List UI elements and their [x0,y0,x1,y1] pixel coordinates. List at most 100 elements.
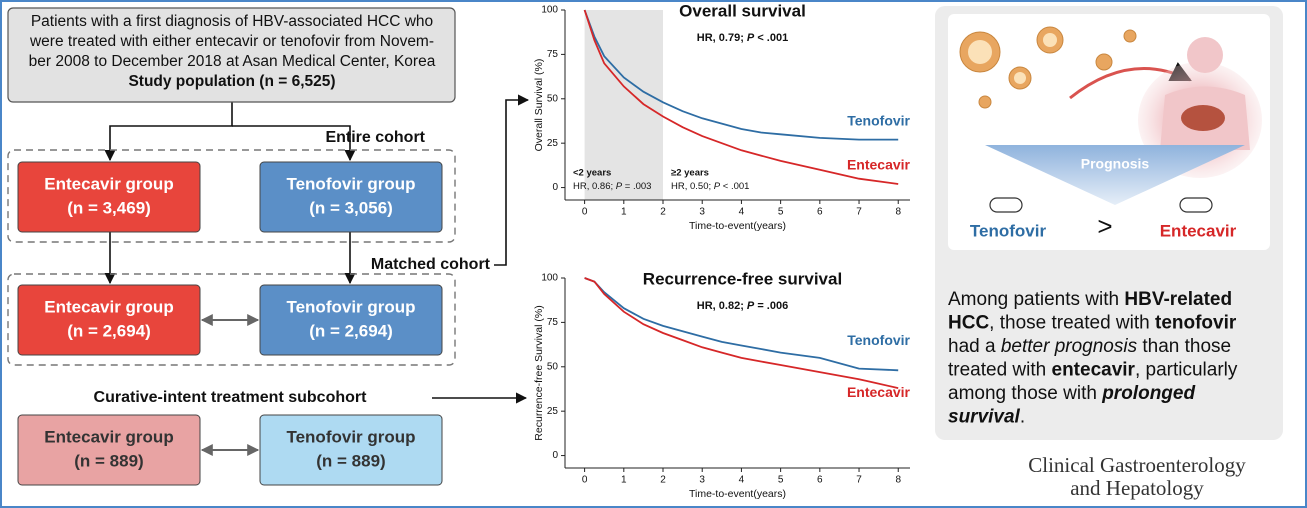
x-tick-label: 8 [895,475,901,486]
population-text: were treated with either entecavir or te… [29,33,434,50]
summary-line: treated with entecavir, particularly [948,360,1238,381]
text-run: HR, 0.79; [697,32,747,44]
summary-run: . [1020,407,1025,428]
summary-run: HBV-related [1124,289,1232,310]
group-box [17,284,201,356]
group-count: (n = 3,469) [67,198,151,217]
x-tick-label: 2 [660,475,666,486]
comparator: > [1097,211,1112,241]
summary-run: , those treated with [989,313,1155,334]
group-box [17,161,201,233]
summary-run: Among patients with [948,289,1124,310]
group-name: Tenofovir group [286,427,415,446]
x-tick-label: 4 [739,207,745,218]
survival-curve [583,9,899,141]
text-run: HR, 0.82; [697,300,747,312]
population-text: ber 2008 to December 2018 at Asan Medica… [29,53,436,70]
chart-title: Recurrence-free survival [643,269,842,288]
survival-curve [583,9,899,185]
summary-run: than those [1137,336,1231,357]
group-count: (n = 889) [74,451,143,470]
summary-run: , particularly [1135,360,1238,381]
hazard-ratio: HR, 0.79; P < .001 [697,32,788,44]
group-count: (n = 3,056) [309,198,393,217]
x-tick-label: 7 [856,475,862,486]
summary-run: better prognosis [1001,336,1138,357]
series-label: Entecavir [847,157,911,173]
x-tick-label: 0 [582,475,588,486]
y-tick-label: 100 [541,5,558,16]
population-text: Patients with a first diagnosis of HBV-a… [31,13,433,30]
population-box [7,7,456,103]
x-tick-label: 2 [660,207,666,218]
group-count: (n = 2,694) [309,321,393,340]
summary-run: treated with [948,360,1052,381]
summary-line: Among patients with HBV-related [948,289,1232,310]
cohort-label: Matched cohort [371,256,491,273]
summary-run: prolonged [1101,383,1195,404]
outcome-better: Tenofovir [970,221,1047,240]
period-hr: HR, 0.86; P = .003 [573,181,651,192]
group-box [259,414,443,486]
group-name: Entecavir group [44,174,173,193]
y-tick-label: 0 [552,450,558,461]
x-tick-label: 3 [699,475,705,486]
x-tick-label: 6 [817,207,823,218]
summary-run: HCC [948,313,989,334]
x-axis-label: Time-to-event(years) [689,220,786,232]
group-count: (n = 889) [316,451,385,470]
summary-run: survival [948,407,1021,428]
x-tick-label: 5 [778,207,784,218]
hazard-ratio: HR, 0.82; P = .006 [697,300,788,312]
x-axis-label: Time-to-event(years) [689,488,786,500]
y-tick-label: 25 [547,138,559,149]
x-tick-label: 5 [778,475,784,486]
text-run: P [747,300,755,312]
text-run: < .001 [754,32,788,44]
text-run: < .001 [720,181,749,192]
summary-line: among those with prolonged [948,383,1195,404]
summary-line: HCC, those treated with tenofovir [948,313,1237,334]
group-box [259,284,443,356]
y-tick-label: 50 [547,361,559,372]
outcome-worse: Entecavir [1160,221,1237,240]
x-tick-label: 0 [582,207,588,218]
y-tick-label: 0 [552,182,558,193]
period-label: ≥2 years [671,168,709,179]
period-hr: HR, 0.50; P < .001 [671,181,749,192]
x-tick-label: 8 [895,207,901,218]
x-tick-label: 6 [817,475,823,486]
x-tick-label: 1 [621,207,627,218]
y-tick-label: 75 [547,317,559,328]
group-box [259,161,443,233]
series-label: Tenofovir [847,332,910,348]
summary-line: had a better prognosis than those [948,336,1231,357]
journal-name: and Hepatology [1070,476,1204,500]
journal-name: Clinical Gastroenterology [1028,453,1246,477]
text-run: = .006 [754,300,788,312]
group-name: Entecavir group [44,297,173,316]
group-name: Tenofovir group [286,174,415,193]
survival-curve [584,277,899,389]
period-label: <2 years [573,168,611,179]
group-name: Tenofovir group [286,297,415,316]
x-tick-label: 1 [621,475,627,486]
text-run: HR, 0.50; [671,181,714,192]
y-tick-label: 50 [547,93,559,104]
group-count: (n = 2,694) [67,321,151,340]
summary-line: survival. [948,407,1025,428]
series-label: Tenofovir [847,112,910,128]
y-axis-label: Overall Survival (%) [533,59,545,152]
text-run: P [714,181,721,192]
text-run: = .003 [622,181,651,192]
group-name: Entecavir group [44,427,173,446]
summary-run: tenofovir [1155,313,1237,334]
x-tick-label: 4 [739,475,745,486]
text-run: HR, 0.86; [573,181,616,192]
summary-run: entecavir [1052,360,1136,381]
prognosis-label: Prognosis [1081,156,1150,172]
summary-run: had a [948,336,1001,357]
text-run: P [747,32,755,44]
